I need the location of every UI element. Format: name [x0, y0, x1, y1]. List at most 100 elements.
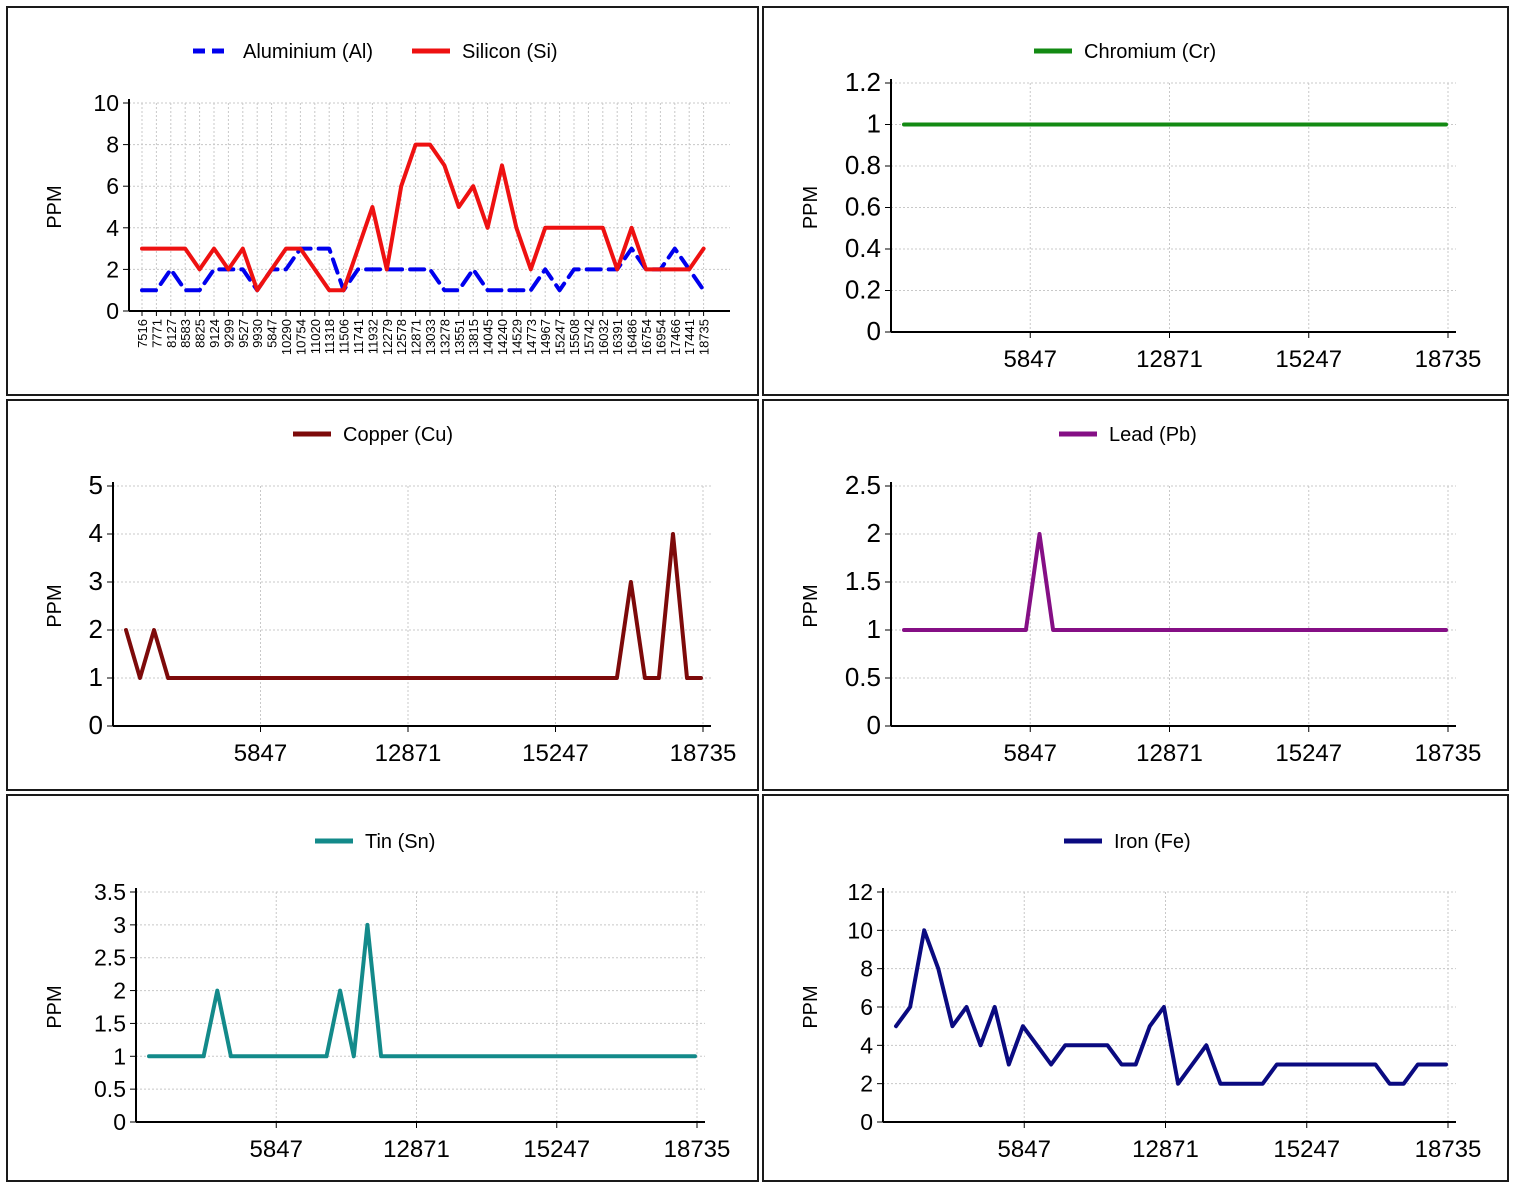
y-tick-label: 2.5: [94, 945, 126, 971]
x-tick-label: 13033: [423, 319, 438, 355]
chart-panel-copper: Copper (Cu) 0 1 2 3 4 5 PPM 5847 12871 15247 18735: [6, 399, 759, 791]
y-axis-label: PPM: [44, 584, 66, 627]
x-tick-label: 15508: [567, 319, 582, 355]
y-axis-label: PPM: [800, 186, 822, 229]
chart-panel-aluminium-silicon: Aluminium (Al) Silicon (Si) 0 2 4 6 8 10 PPM 7516…: [6, 6, 759, 396]
y-axis-label: PPM: [800, 584, 822, 627]
x-tick-label: 12578: [394, 319, 409, 355]
x-tick-label: 17441: [682, 319, 697, 355]
y-tick-label: 2: [106, 256, 119, 282]
x-tick-label: 5847: [998, 1136, 1051, 1163]
y-tick-label: 0.4: [845, 233, 881, 263]
x-tick-label: 13815: [466, 319, 481, 355]
x-tick-label: 14773: [524, 319, 539, 355]
y-tick-label: 1: [113, 1043, 126, 1069]
x-tick-label: 18735: [670, 740, 737, 767]
x-tick-label: 12279: [380, 319, 395, 355]
y-tick-label: 0: [867, 316, 881, 346]
y-axis-label: PPM: [44, 185, 66, 228]
chart-svg-iron: Iron (Fe) 0 2 4 6 8 10 12 PPM 5847 12871 15247 18735: [800, 831, 1482, 1163]
x-tick-label: 12871: [1136, 740, 1203, 767]
y-tick-label: 4: [106, 215, 119, 241]
y-tick-label: 2: [860, 1071, 873, 1097]
legend-label: Iron (Fe): [1114, 831, 1191, 853]
y-tick-label: 12: [847, 879, 873, 905]
y-tick-label: 1: [867, 614, 881, 644]
x-tick-label: 18735: [1415, 740, 1482, 767]
y-tick-label: 1.2: [845, 67, 881, 97]
x-tick-label: 8127: [164, 319, 179, 348]
chart-panel-chromium: Chromium (Cr) 0 0.2 0.4 0.6 0.8 1 1.2 PPM 5847 128…: [762, 6, 1509, 396]
x-tick-label: 11318: [322, 319, 337, 354]
y-tick-label: 0.8: [845, 150, 881, 180]
x-tick-label: 18735: [697, 319, 712, 355]
y-tick-label: 2: [867, 518, 881, 548]
y-axis-label: PPM: [800, 985, 822, 1028]
x-tick-label: 18735: [1415, 346, 1482, 373]
y-tick-label: 4: [860, 1032, 873, 1058]
x-tick-label: 14529: [509, 319, 524, 355]
legend-label: Chromium (Cr): [1084, 41, 1216, 63]
y-tick-label: 0.5: [94, 1076, 126, 1102]
y-tick-label: 0: [867, 710, 881, 740]
y-tick-label: 3: [89, 566, 103, 596]
y-tick-label: 2: [113, 978, 126, 1004]
x-tick-label: 5847: [265, 319, 280, 348]
y-tick-label: 3: [113, 912, 126, 938]
x-tick-label: 14967: [538, 319, 553, 355]
legend-label: Copper (Cu): [343, 424, 453, 446]
x-tick-label: 13278: [437, 319, 452, 355]
x-tick-label: 18735: [664, 1136, 731, 1163]
x-tick-label: 18735: [1415, 1136, 1482, 1163]
chart-panel-lead: Lead (Pb) 0 0.5 1 1.5 2 2.5 PPM 5847 12871 15247 18…: [762, 399, 1509, 791]
y-tick-label: 10: [93, 90, 119, 116]
x-tick-label: 15742: [581, 319, 596, 355]
x-tick-label: 16032: [596, 319, 611, 355]
x-tick-label: 5847: [250, 1136, 303, 1163]
x-tick-label: 11506: [337, 319, 352, 354]
y-tick-label: 0.5: [845, 662, 881, 692]
x-tick-label: 16754: [639, 319, 654, 355]
y-tick-label: 5: [89, 470, 103, 500]
series-line-0: [894, 928, 1448, 1086]
y-tick-label: 1.5: [94, 1010, 126, 1036]
y-tick-label: 1: [89, 662, 103, 692]
chart-svg-chromium: Chromium (Cr) 0 0.2 0.4 0.6 0.8 1 1.2 PPM 5847 128…: [800, 41, 1482, 373]
y-tick-label: 4: [89, 518, 103, 548]
series-line-1: [140, 142, 706, 293]
x-tick-label: 11020: [308, 319, 323, 354]
x-tick-label: 15247: [553, 319, 568, 355]
series-line-0: [902, 532, 1448, 632]
x-tick-label: 5847: [234, 740, 287, 767]
x-tick-label: 14240: [495, 319, 510, 355]
y-tick-label: 2: [89, 614, 103, 644]
chart-panel-iron: Iron (Fe) 0 2 4 6 8 10 12 PPM 5847 12871 15247 18735: [762, 794, 1509, 1182]
y-tick-label: 0: [860, 1109, 873, 1135]
x-tick-label: 7516: [135, 319, 150, 348]
y-tick-label: 6: [106, 173, 119, 199]
y-tick-label: 0: [113, 1109, 126, 1135]
chart-svg-aluminium-silicon: Aluminium (Al) Silicon (Si) 0 2 4 6 8 10 PPM 7516…: [44, 41, 730, 355]
x-tick-label: 10290: [279, 319, 294, 355]
y-tick-label: 0.6: [845, 192, 881, 222]
y-axis-label: PPM: [44, 985, 66, 1028]
x-tick-label: 5847: [1004, 346, 1057, 373]
x-tick-label: 15247: [1275, 740, 1342, 767]
x-tick-label: 12871: [383, 1136, 450, 1163]
y-tick-label: 0.2: [845, 275, 881, 305]
x-tick-label: 16391: [610, 319, 625, 355]
x-tick-label: 9299: [221, 319, 236, 348]
legend-label: Aluminium (Al): [243, 41, 373, 63]
x-tick-label: 12871: [375, 740, 442, 767]
y-tick-label: 10: [847, 917, 873, 943]
x-tick-label: 15247: [523, 1136, 590, 1163]
x-tick-label: 8825: [193, 319, 208, 348]
x-tick-label: 5847: [1004, 740, 1057, 767]
series-line-0: [147, 922, 697, 1059]
legend-label: Silicon (Si): [462, 41, 558, 63]
x-tick-label: 15247: [522, 740, 589, 767]
x-tick-label: 7771: [149, 319, 164, 348]
x-tick-label: 10754: [293, 319, 308, 355]
chart-panel-tin: Tin (Sn) 0 0.5 1 1.5 2 2.5 3 3.5 PPM 5847 12871 1524…: [6, 794, 759, 1182]
x-tick-label: 14045: [481, 319, 496, 355]
